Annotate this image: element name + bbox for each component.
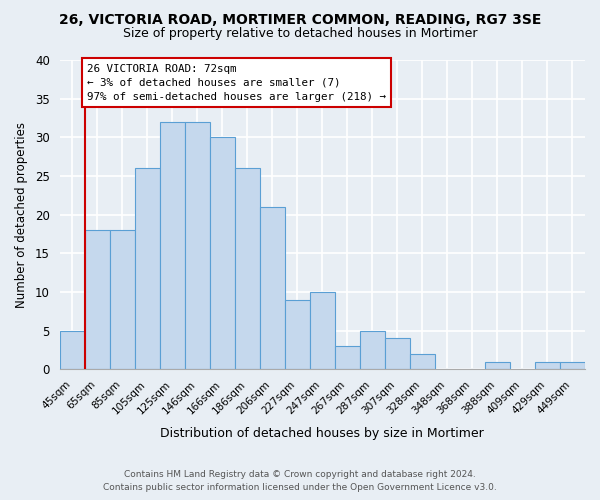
Bar — [185, 122, 209, 370]
Bar — [310, 292, 335, 370]
X-axis label: Distribution of detached houses by size in Mortimer: Distribution of detached houses by size … — [160, 427, 484, 440]
Text: 26, VICTORIA ROAD, MORTIMER COMMON, READING, RG7 3SE: 26, VICTORIA ROAD, MORTIMER COMMON, READ… — [59, 12, 541, 26]
Bar — [209, 138, 235, 370]
Text: 26 VICTORIA ROAD: 72sqm
← 3% of detached houses are smaller (7)
97% of semi-deta: 26 VICTORIA ROAD: 72sqm ← 3% of detached… — [87, 64, 386, 102]
Bar — [110, 230, 134, 370]
Bar — [360, 330, 385, 370]
Bar — [85, 230, 110, 370]
Bar — [235, 168, 260, 370]
Bar — [410, 354, 435, 370]
Bar — [285, 300, 310, 370]
Bar — [385, 338, 410, 370]
Bar — [59, 330, 85, 370]
Y-axis label: Number of detached properties: Number of detached properties — [15, 122, 28, 308]
Text: Size of property relative to detached houses in Mortimer: Size of property relative to detached ho… — [123, 28, 477, 40]
Bar — [560, 362, 585, 370]
Bar — [134, 168, 160, 370]
Bar — [260, 207, 285, 370]
Bar — [335, 346, 360, 370]
Text: Contains HM Land Registry data © Crown copyright and database right 2024.
Contai: Contains HM Land Registry data © Crown c… — [103, 470, 497, 492]
Bar — [485, 362, 510, 370]
Bar — [160, 122, 185, 370]
Bar — [535, 362, 560, 370]
